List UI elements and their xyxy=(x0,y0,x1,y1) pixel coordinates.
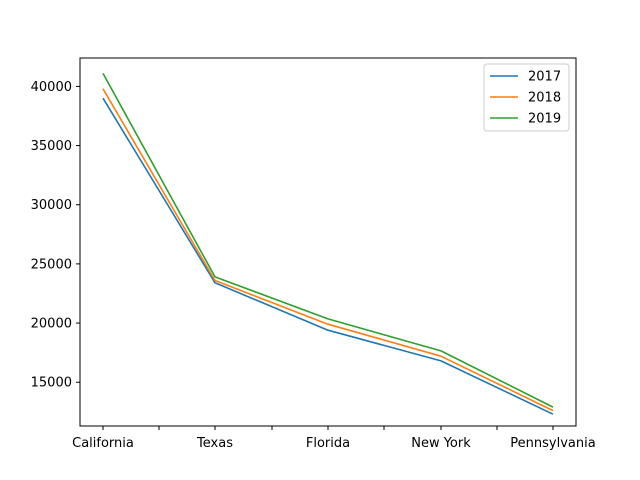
y-tick-label: 35000 xyxy=(31,139,72,154)
legend-label: 2018 xyxy=(528,91,561,106)
x-axis: California Texas Florida New York Pennsylvan… xyxy=(72,426,596,451)
y-tick-label: 25000 xyxy=(31,257,72,272)
x-tick-label: Pennsylvania xyxy=(510,436,595,451)
legend-label: 2017 xyxy=(528,70,561,85)
series-line-2018 xyxy=(102,88,554,412)
x-tick-label: Florida xyxy=(306,436,350,451)
legend-box xyxy=(483,63,570,132)
x-tick-label: New York xyxy=(411,436,471,451)
series-lines xyxy=(102,73,554,415)
y-axis: 15000 20000 25000 30000 35000 40000 xyxy=(31,80,80,391)
y-tick-label: 40000 xyxy=(31,80,72,95)
x-tick-label: Texas xyxy=(196,436,233,451)
legend: 2017 2018 2019 xyxy=(483,63,570,132)
series-line-2017 xyxy=(102,97,554,415)
y-tick-label: 30000 xyxy=(31,198,72,213)
y-tick-label: 15000 xyxy=(31,376,72,391)
x-tick-label: California xyxy=(72,436,134,451)
series-line-2019 xyxy=(102,73,554,408)
legend-label: 2019 xyxy=(528,112,561,127)
y-tick-label: 20000 xyxy=(31,317,72,332)
